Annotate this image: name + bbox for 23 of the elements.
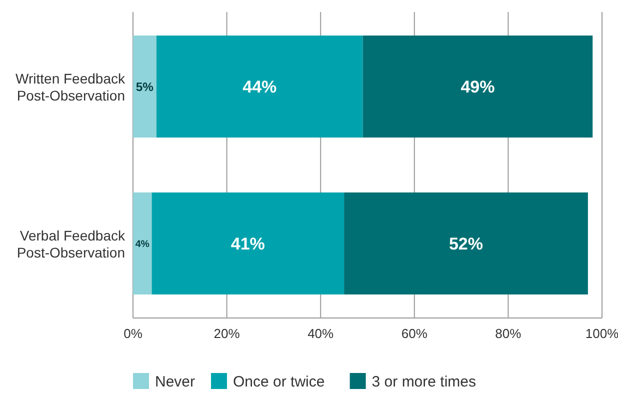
x-tick-label: 40%	[308, 326, 334, 341]
bar	[344, 192, 588, 294]
y-tick-label: Verbal Feedback Post-Observation	[16, 227, 126, 260]
data-label: 49%	[460, 77, 495, 96]
bar	[156, 36, 363, 138]
x-tick-label: 80%	[495, 326, 522, 341]
data-label: 52%	[448, 234, 484, 254]
data-label: 41%	[230, 234, 265, 254]
x-tick-label: 60%	[401, 326, 428, 341]
data-label: 4%	[135, 238, 150, 250]
bar	[133, 192, 152, 294]
x-tick-label: 100%	[585, 326, 618, 341]
legend-label: Never	[155, 373, 196, 390]
data-label: 44%	[242, 77, 277, 96]
y-tick-label: Written Feedback Post-Observation	[16, 70, 126, 104]
bar	[133, 36, 156, 138]
bar	[362, 36, 593, 138]
legend-label: Once or twice	[233, 373, 325, 390]
x-tick-label: 20%	[214, 326, 240, 341]
bar	[152, 192, 344, 294]
data-label: 5%	[136, 80, 154, 94]
legend-label: 3 or more times	[372, 373, 476, 390]
x-tick-label: 0%	[124, 326, 143, 341]
